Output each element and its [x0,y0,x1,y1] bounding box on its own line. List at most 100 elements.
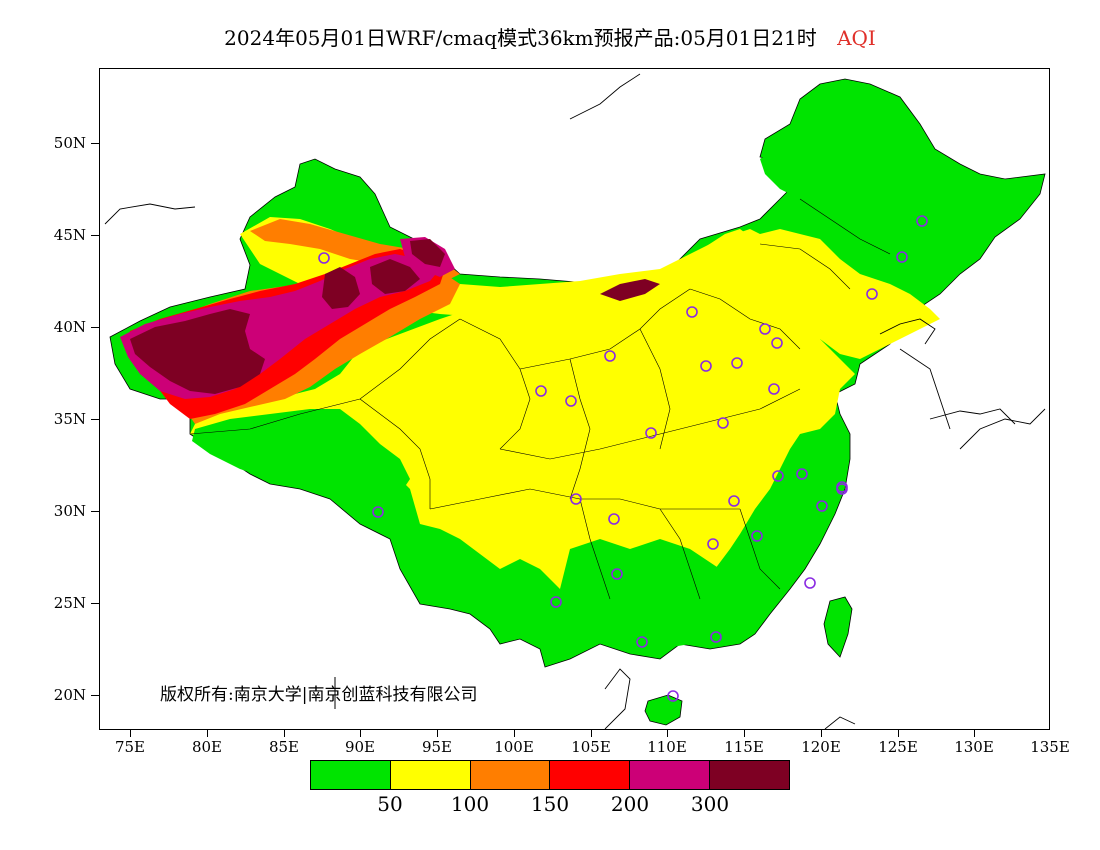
station-marker [550,596,562,608]
aqi-zone-good-tibet [192,409,410,499]
station-marker [318,252,330,264]
y-tick-label: 35N [53,410,86,428]
x-tick [360,730,361,737]
station-marker [717,417,729,429]
y-tick-label: 30N [53,502,86,520]
x-tick-label: 95E [421,738,453,756]
station-marker [686,306,698,318]
station-marker [728,495,740,507]
station-marker [771,337,783,349]
station-marker [866,288,878,300]
station-markers [318,215,928,702]
station-marker [570,493,582,505]
station-marker [731,357,743,369]
station-marker [796,468,808,480]
x-tick [591,730,592,737]
map-frame [99,68,1050,730]
x-tick [437,730,438,737]
station-marker [372,506,384,518]
province-boundaries [189,198,891,600]
legend-swatch-very-unhealthy [630,761,711,789]
station-marker [804,577,816,589]
station-marker [710,631,722,643]
aqi-zone-hazardous [130,309,265,394]
y-tick [91,695,99,696]
x-tick-label: 80E [191,738,223,756]
legend-label: 50 [377,792,403,816]
station-marker [707,538,719,550]
station-marker [565,395,577,407]
x-tick [284,730,285,737]
x-tick-label: 125E [878,738,918,756]
aqi-zone-good-south [560,539,760,649]
y-tick [91,603,99,604]
station-marker [759,323,771,335]
y-tick-label: 25N [53,594,86,612]
aqi-zone-hazardous-inner-mongolia [600,279,660,301]
legend-label: 150 [530,792,570,816]
aqi-zone-good-northeast [760,89,1030,279]
station-marker [816,500,828,512]
legend-label: 100 [450,792,490,816]
x-tick-label: 85E [268,738,300,756]
x-tick [898,730,899,737]
x-tick-label: 100E [494,738,534,756]
station-marker [645,427,657,439]
legend-label: 200 [610,792,650,816]
x-tick-label: 105E [571,738,611,756]
y-tick [91,511,99,512]
x-tick [130,730,131,737]
y-tick-label: 40N [53,318,86,336]
y-tick [91,235,99,236]
x-tick-label: 90E [344,738,376,756]
station-marker [896,251,908,263]
station-marker [836,483,848,495]
aqi-zone-hazardous-east [370,259,420,294]
x-tick [821,730,822,737]
title-variable: AQI [837,26,876,50]
y-tick-label: 45N [53,226,86,244]
station-marker [700,360,712,372]
taiwan [823,596,853,658]
x-tick-label: 75E [114,738,146,756]
chart-title: 2024年05月01日WRF/cmaq模式36km预报产品:05月01日21时 … [0,22,1100,51]
x-tick-label: 135E [1030,738,1070,756]
legend-swatch-good [311,761,391,789]
x-tick-label: 115E [724,738,764,756]
y-tick-label: 20N [53,686,86,704]
legend-swatch-usg [470,761,551,789]
station-marker [611,568,623,580]
legend-swatch-moderate [390,761,471,789]
aqi-zone-moderate-ne [740,229,940,359]
station-marker [772,470,784,482]
aqi-map [104,73,1046,729]
y-tick [91,143,99,144]
hainan [644,694,683,726]
station-marker [751,530,763,542]
station-marker [604,350,616,362]
station-marker [667,690,679,702]
china-landmass [109,78,1046,726]
station-marker [636,636,648,648]
station-marker [768,383,780,395]
x-tick [974,730,975,737]
aqi-zone-hazardous-north [410,239,445,267]
coastlines [104,73,1046,729]
legend-swatch-hazardous [710,761,789,789]
x-tick-label: 110E [647,738,687,756]
x-tick-label: 120E [801,738,841,756]
station-marker [608,513,620,525]
x-tick [667,730,668,737]
station-marker [535,385,547,397]
x-tick [744,730,745,737]
aqi-zone-hazardous-central [322,267,360,309]
legend-label: 300 [690,792,730,816]
copyright-text: 版权所有:南京大学|南京创蓝科技有限公司 [160,685,478,705]
y-tick [91,419,99,420]
aqi-zone-moderate [190,229,855,609]
title-main: 2024年05月01日WRF/cmaq模式36km预报产品:05月01日21时 [224,26,817,50]
y-tick-label: 50N [53,134,86,152]
legend-swatch-unhealthy [550,761,631,789]
x-tick-label: 130E [954,738,994,756]
aqi-legend [310,760,790,790]
